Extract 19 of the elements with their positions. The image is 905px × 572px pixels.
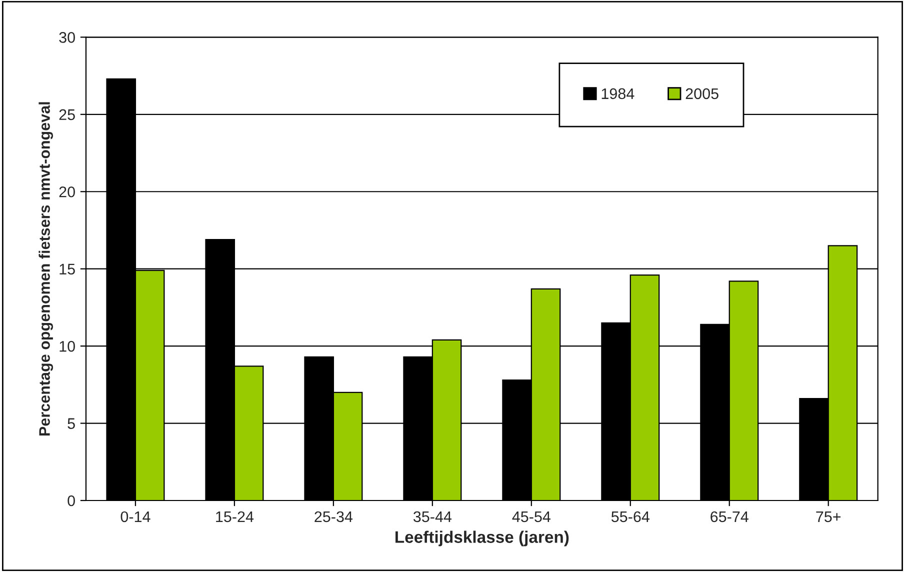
x-tick-label: 75+	[816, 511, 841, 522]
y-axis-title: Percentage opgenomen fietsers nmvt-ongeval	[38, 102, 54, 436]
y-tick-label: 25	[59, 109, 75, 120]
x-tick-label: 0-14	[120, 511, 150, 522]
x-tick-label: 55-64	[611, 511, 650, 522]
legend-label: 1984	[602, 88, 634, 100]
x-tick-label: 45-54	[512, 511, 550, 522]
x-axis-title: Leeftijdsklasse (jaren)	[396, 530, 569, 546]
y-tick-label: 10	[60, 340, 75, 352]
x-tick-label: 35-44	[413, 511, 452, 522]
y-tick-label: 30	[59, 32, 75, 43]
x-tick-label: 15-24	[216, 511, 254, 522]
x-tick-label: 25-34	[314, 511, 353, 522]
y-tick-label: 5	[68, 418, 75, 429]
x-tick-label: 65-74	[710, 511, 748, 522]
y-tick-label: 0	[68, 495, 75, 506]
y-tick-label: 20	[59, 186, 75, 198]
legend-label: 2005	[686, 88, 718, 100]
y-tick-label: 15	[60, 264, 75, 275]
